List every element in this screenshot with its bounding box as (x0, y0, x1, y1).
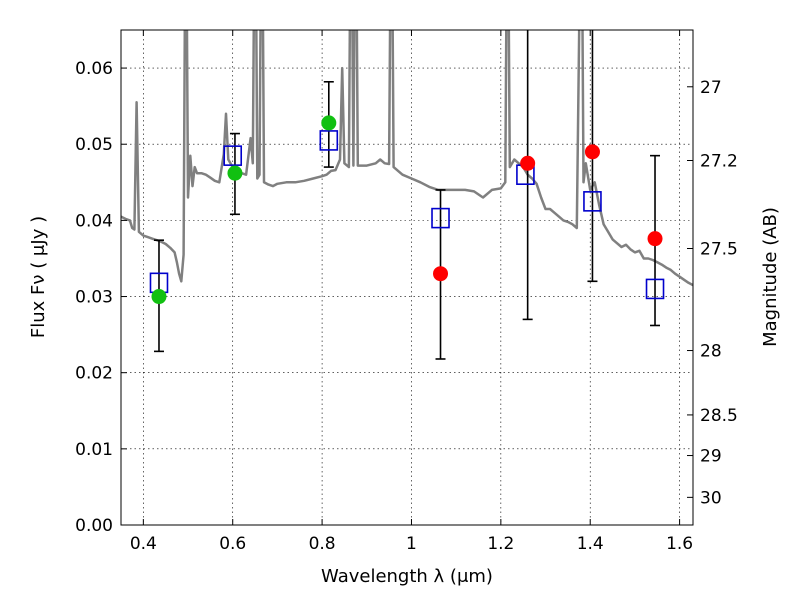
plot-frame (120, 29, 694, 526)
y-tick-label: 0.01 (75, 440, 113, 460)
data-point (151, 289, 167, 305)
y-tick-label: 0.02 (75, 364, 113, 384)
data-point (433, 266, 449, 282)
right-tick-label: 28 (700, 342, 722, 362)
right-tick-label: 28.5 (700, 406, 738, 426)
right-tick-label: 27 (700, 78, 722, 98)
right-tick-label: 29 (700, 447, 722, 467)
model-square (223, 145, 243, 166)
x-axis-label: Wavelength λ (μm) (321, 566, 493, 587)
right-axis-label: Magnitude (AB) (760, 207, 781, 347)
model-square (645, 278, 665, 300)
x-tick-label: 0.4 (130, 534, 157, 554)
x-tick-label: 1.4 (577, 534, 604, 554)
plot-background (121, 30, 693, 525)
y-tick-label: 0.03 (75, 288, 113, 308)
ticks: 0.4 0.6 0.8 1 1.2 1.4 1.6 0.00 0.01 0.02 0.03 0.04 0… (75, 30, 738, 554)
y-tick-label: 0.00 (75, 516, 113, 536)
y-tick-label: 0.05 (75, 135, 113, 155)
x-tick-label: 1.2 (487, 534, 514, 554)
data-point (321, 115, 337, 131)
y-axis-label: Flux Fν ( μJy ) (28, 216, 49, 338)
model-square (583, 191, 602, 212)
y-tick-label: 0.04 (75, 211, 113, 231)
model-square (319, 130, 339, 151)
data-layer (121, 30, 693, 360)
right-tick-label: 30 (700, 488, 722, 508)
x-tick-label: 0.6 (219, 534, 246, 554)
data-point (584, 144, 600, 160)
right-tick-label: 27.2 (700, 152, 738, 172)
x-tick-label: 0.8 (309, 534, 336, 554)
y-tick-label: 0.06 (75, 59, 113, 79)
data-point (520, 155, 536, 171)
right-tick-label: 27.5 (700, 240, 738, 260)
x-tick-label: 1 (406, 534, 417, 554)
data-point (227, 165, 243, 181)
x-tick-label: 1.6 (666, 534, 693, 554)
spectrum-line (121, 30, 693, 287)
model-square (431, 207, 450, 229)
data-point (647, 231, 663, 247)
